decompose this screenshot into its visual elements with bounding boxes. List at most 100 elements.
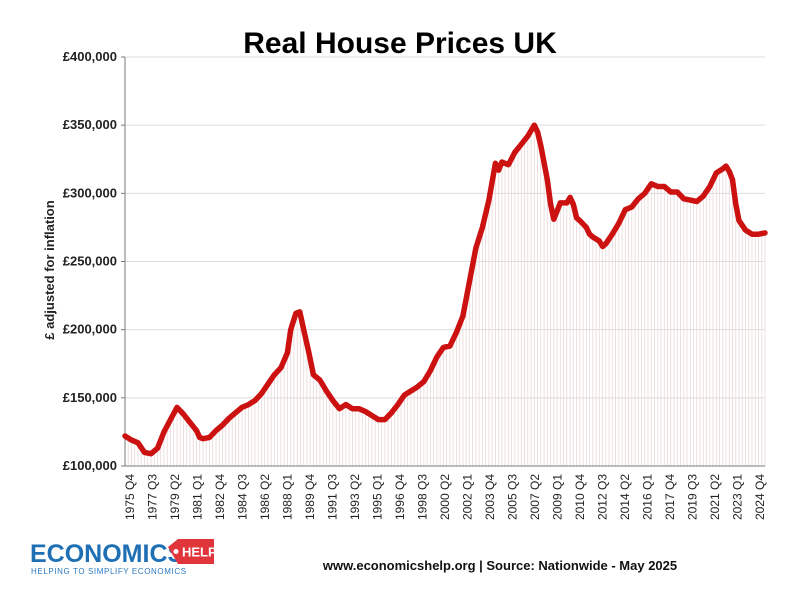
data-point [319,379,321,381]
x-tick-label: 1984 Q3 [236,474,250,520]
data-point [605,243,607,245]
data-point [195,430,198,432]
data-point [124,435,126,437]
x-tick-label: 2012 Q3 [596,474,610,520]
data-point [498,169,500,171]
data-point [176,406,178,408]
data-point [338,408,340,410]
data-point [553,218,555,220]
x-tick-label: 1996 Q4 [393,474,407,520]
data-point [273,374,275,376]
y-tick-label: £250,000 [63,254,117,269]
data-point [527,135,529,137]
data-point [303,329,305,331]
data-point [143,451,146,453]
data-point [728,170,730,173]
data-point [683,198,685,200]
data-point [358,408,360,410]
data-point [631,206,633,208]
data-point [731,179,734,181]
x-tick-label: 1988 Q1 [281,474,295,520]
y-tick-label: £100,000 [63,458,117,473]
data-point [221,424,224,426]
data-point [308,352,310,354]
area-hatch [124,125,766,466]
data-point [725,165,727,167]
data-point [715,172,717,174]
data-point [390,412,392,414]
x-tick-labels: 1975 Q4 1977 Q3 1979 Q2 1981 Q1 1982 Q4 1984 … [123,474,767,520]
data-point [598,240,600,242]
x-tick-label: 1979 Q2 [168,474,182,520]
x-tick-label: 2007 Q2 [528,474,542,520]
data-point [592,236,594,238]
logo-badge-label: HELP [182,545,217,560]
data-point [137,442,139,444]
data-point [618,222,620,224]
data-point [351,408,353,410]
source-credit: www.economicshelp.org | Source: Nationwi… [322,558,677,573]
data-point [689,199,691,201]
data-point [286,352,288,354]
data-point [637,198,639,200]
x-tick-label: 1989 Q4 [303,474,317,520]
data-point [267,383,269,385]
data-point [514,151,516,153]
data-point [295,312,297,314]
gridlines [125,56,765,399]
data-point [290,329,292,331]
logo-badge [168,539,214,564]
x-tick-label: 2021 Q2 [708,474,722,520]
data-point [364,410,366,413]
x-tick-label: 2023 Q1 [731,474,745,520]
x-tick-label: 1982 Q4 [213,474,227,520]
x-tick-label: 1993 Q2 [348,474,362,520]
data-point [384,419,386,421]
data-point [572,203,574,205]
data-point [449,345,451,347]
data-point [546,179,548,181]
data-point [150,453,152,455]
x-tick-label: 2009 Q1 [551,474,565,520]
data-point [602,245,604,248]
y-tick-label: £350,000 [63,117,117,132]
data-point [247,404,250,406]
y-axis-label: £ adjusted for inflation [42,200,57,339]
data-point [481,226,483,228]
data-point [332,400,334,402]
data-point [208,436,211,438]
logo-wordmark: ECONOMICS [30,540,184,568]
series [122,122,768,457]
x-tick-label: 2017 Q4 [663,474,677,520]
x-tick-label: 1991 Q3 [326,474,340,520]
data-point [644,192,646,194]
data-point [757,233,760,235]
data-point [722,168,724,170]
x-tick-label: 2002 Q1 [461,474,475,520]
data-point [299,311,301,313]
data-point [199,436,201,438]
data-point [462,315,464,317]
y-tick-labels: £100,000 £150,000 £200,000 £250,000 £300,000… [63,49,125,473]
data-point [650,183,652,185]
data-point [559,202,561,204]
data-point [670,191,672,193]
data-point [468,281,470,283]
y-tick-label: £400,000 [63,49,117,64]
data-point [455,331,457,333]
x-tick-label: 1977 Q3 [146,474,160,520]
data-point [696,200,698,203]
data-point [410,390,412,392]
series-line-real-house-price [122,122,768,457]
data-point [429,370,431,372]
data-point [709,185,711,188]
data-point [488,199,490,201]
data-point [579,220,581,222]
data-point [280,367,282,369]
logo-tagline: HELPING TO SIMPLIFY ECONOMICS [31,567,187,576]
data-point [585,226,587,228]
data-point [494,162,496,164]
data-point [702,195,704,197]
economics-help-logo[interactable]: ECONOMICS HELP HELPING TO SIMPLIFY ECONO… [30,539,217,576]
